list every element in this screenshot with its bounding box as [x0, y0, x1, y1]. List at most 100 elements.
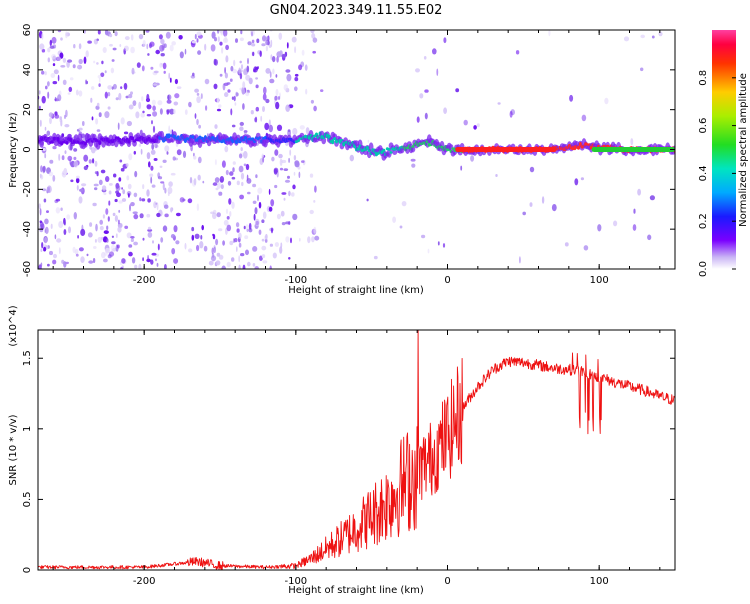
spectrogram-noise-speckle	[216, 252, 221, 257]
spectrogram-noise-speckle	[231, 96, 234, 100]
spectrogram-noise-speckle	[228, 198, 232, 205]
spectrogram-noise-speckle	[476, 123, 480, 128]
colorbar-tick-label: 0.4	[698, 165, 709, 181]
spectrogram-noise-speckle	[637, 188, 641, 196]
spectrogram-noise-speckle	[252, 183, 257, 188]
spectrogram-noise-speckle	[132, 100, 137, 106]
spectrogram-noise-speckle	[107, 92, 111, 97]
spectrogram-noise-speckle	[94, 160, 98, 167]
spectrogram-noise-speckle	[254, 117, 257, 122]
spectrogram-noise-speckle	[268, 124, 273, 133]
spectrogram-noise-speckle	[109, 43, 113, 47]
spectrogram-noise-speckle	[211, 31, 216, 39]
spectrogram-noise-speckle	[97, 30, 101, 35]
spectrogram-noise-speckle	[470, 155, 475, 162]
spectrogram-noise-speckle	[78, 127, 83, 131]
spectrogram-noise-speckle	[100, 169, 106, 174]
spectrogram-noise-speckle	[255, 77, 258, 80]
spectrogram-ridge-core	[331, 139, 335, 145]
spectrogram-noise-speckle	[223, 30, 228, 37]
spectrogram-x-tick-label: -200	[133, 275, 156, 286]
spectrogram-noise-speckle	[142, 184, 145, 190]
spectrogram-noise-speckle	[147, 198, 151, 203]
spectrogram-noise-speckle	[225, 55, 229, 63]
spectrogram-noise-speckle	[242, 264, 246, 269]
spectrogram-noise-speckle	[197, 174, 201, 181]
spectrogram-noise-speckle	[226, 82, 231, 85]
spectrogram-noise-speckle	[287, 129, 291, 133]
spectrogram-noise-speckle	[215, 187, 219, 191]
spectrogram-noise-speckle	[399, 225, 403, 229]
spectrogram-noise-speckle	[220, 30, 224, 36]
spectrogram-noise-speckle	[81, 183, 87, 187]
spectrogram-noise-speckle	[269, 265, 272, 269]
spectrogram-noise-speckle	[630, 138, 634, 146]
spectrogram-noise-speckle	[251, 31, 253, 37]
spectrogram-noise-speckle	[242, 103, 245, 110]
spectrogram-noise-speckle	[240, 30, 243, 35]
spectrogram-noise-speckle	[41, 242, 44, 249]
spectrogram-noise-speckle	[48, 171, 54, 177]
spectrogram-noise-speckle	[153, 70, 159, 74]
spectrogram-noise-speckle	[305, 127, 310, 135]
spectrogram-noise-speckle	[65, 31, 68, 39]
spectrogram-noise-speckle	[286, 42, 289, 49]
spectrogram-y-tick-label: 40	[22, 63, 33, 76]
spectrogram-noise-speckle	[52, 146, 57, 150]
spectrogram-noise-speckle	[43, 246, 47, 252]
spectrogram-noise-speckle	[58, 221, 64, 228]
spectrogram-noise-speckle	[93, 60, 96, 64]
spectrogram-noise-speckle	[68, 226, 71, 234]
spectrogram-noise-speckle	[117, 226, 122, 233]
spectrogram-noise-speckle	[52, 175, 56, 182]
spectrogram-noise-speckle	[252, 200, 257, 204]
spectrogram-noise-speckle	[121, 258, 126, 264]
spectrogram-noise-speckle	[109, 33, 113, 38]
spectrogram-noise-speckle	[613, 220, 618, 227]
spectrogram-noise-speckle	[147, 229, 153, 232]
spectrogram-noise-speckle	[224, 92, 229, 98]
spectrogram-noise-speckle	[142, 257, 144, 262]
spectrogram-noise-speckle	[112, 83, 117, 90]
spectrogram-noise-speckle	[204, 43, 207, 51]
spectrogram-noise-speckle	[153, 158, 158, 161]
spectrogram-noise-speckle	[174, 93, 180, 99]
spectrogram-noise-speckle	[44, 218, 49, 225]
spectrogram-noise-speckle	[196, 96, 201, 104]
spectrogram-noise-speckle	[117, 244, 120, 249]
spectrogram-noise-speckle	[44, 236, 48, 244]
spectrogram-noise-speckle	[46, 130, 51, 136]
spectrogram-noise-speckle	[67, 155, 73, 161]
spectrogram-noise-speckle	[226, 261, 231, 268]
spectrogram-noise-speckle	[146, 43, 149, 50]
spectrogram-noise-speckle	[218, 104, 222, 108]
spectrogram-noise-speckle	[60, 65, 66, 68]
spectrogram-noise-speckle	[91, 86, 95, 90]
spectrogram-noise-speckle	[95, 223, 98, 232]
spectrogram-noise-speckle	[75, 253, 79, 257]
spectrogram-noise-speckle	[44, 71, 47, 76]
spectrogram-noise-speckle	[78, 43, 82, 50]
spectrogram-noise-speckle	[146, 152, 151, 160]
spectrogram-noise-speckle	[74, 248, 79, 255]
spectrogram-noise-speckle	[275, 88, 279, 96]
spectrogram-noise-speckle	[274, 149, 279, 156]
spectrogram-noise-speckle	[44, 126, 47, 131]
spectrogram-noise-speckle	[42, 188, 47, 192]
spectrogram-noise-speckle	[519, 256, 521, 264]
spectrogram-noise-speckle	[243, 151, 248, 159]
spectrogram-noise-speckle	[250, 110, 254, 115]
spectrogram-noise-speckle	[373, 255, 378, 260]
spectrogram-noise-speckle	[133, 192, 138, 198]
spectrogram-noise-speckle	[218, 254, 224, 260]
spectrogram-noise-speckle	[130, 34, 134, 41]
spectrogram-noise-speckle	[65, 109, 68, 118]
spectrogram-noise-speckle	[178, 35, 183, 40]
spectrogram-noise-speckle	[103, 230, 109, 235]
spectrogram-noise-speckle	[233, 59, 236, 67]
spectrogram-noise-speckle	[235, 222, 240, 228]
spectrogram-noise-speckle	[551, 204, 557, 212]
spectrogram-noise-speckle	[569, 94, 574, 102]
spectrogram-noise-speckle	[100, 236, 104, 240]
